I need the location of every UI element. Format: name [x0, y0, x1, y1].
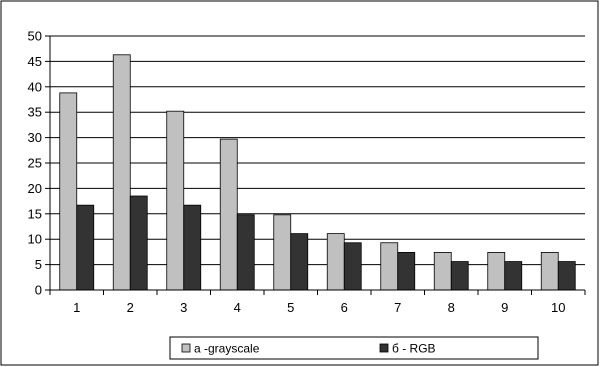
- y-tick-label: 20: [28, 181, 42, 196]
- bar-rgb: [76, 204, 95, 291]
- bar-rgb: [557, 261, 576, 291]
- x-tick-label: 6: [341, 300, 348, 315]
- y-tick-label: 10: [28, 232, 42, 247]
- y-tick-label: 50: [28, 29, 42, 44]
- y-tick-label: 40: [28, 79, 42, 94]
- bar-grayscale: [59, 92, 78, 291]
- legend-label: a -grayscale: [194, 342, 260, 356]
- bar-grayscale: [273, 214, 292, 291]
- x-tick-label: 1: [73, 300, 80, 315]
- bars: [59, 54, 576, 291]
- bar-rgb: [343, 242, 362, 291]
- bar-rgb: [504, 261, 523, 291]
- legend-label: б - RGB: [392, 342, 436, 356]
- y-tick-label: 15: [28, 206, 42, 221]
- bar-grayscale: [166, 110, 185, 291]
- legend-box: [169, 336, 539, 360]
- bar-rgb: [236, 214, 255, 291]
- legend-swatch: [379, 343, 389, 353]
- bar-grayscale: [326, 233, 345, 291]
- x-axis-ticks: 1 2 3 4 5 6 7 8 9 10: [49, 290, 586, 315]
- legend-swatch: [181, 343, 191, 353]
- bar-rgb: [290, 233, 309, 291]
- y-axis-ticks: 0 5 10 15 20 25 30 35 40 45 50: [28, 29, 50, 298]
- bar-rgb: [129, 195, 148, 291]
- y-tick-label: 35: [28, 105, 42, 120]
- bar-grayscale: [380, 242, 399, 291]
- bar-grayscale: [112, 54, 131, 291]
- bar-rgb: [450, 261, 469, 291]
- x-tick-label: 8: [448, 300, 455, 315]
- y-tick-label: 45: [28, 54, 42, 69]
- bar-grayscale: [487, 252, 506, 291]
- x-tick-label: 2: [127, 300, 134, 315]
- bar-grayscale: [540, 252, 559, 291]
- x-tick-label: 10: [551, 300, 565, 315]
- y-tick-label: 25: [28, 156, 42, 171]
- x-tick-label: 4: [234, 300, 241, 315]
- legend: a -grayscale б - RGB: [169, 336, 539, 360]
- x-tick-label: 7: [394, 300, 401, 315]
- y-tick-label: 5: [35, 257, 42, 272]
- bar-grayscale: [433, 252, 452, 291]
- x-tick-label: 5: [287, 300, 294, 315]
- bar-rgb: [397, 252, 416, 291]
- y-tick-label: 30: [28, 130, 42, 145]
- y-tick-label: 0: [35, 283, 42, 298]
- x-tick-label: 9: [501, 300, 508, 315]
- x-tick-label: 3: [180, 300, 187, 315]
- bar-rgb: [183, 204, 202, 291]
- bar-grayscale: [219, 138, 238, 291]
